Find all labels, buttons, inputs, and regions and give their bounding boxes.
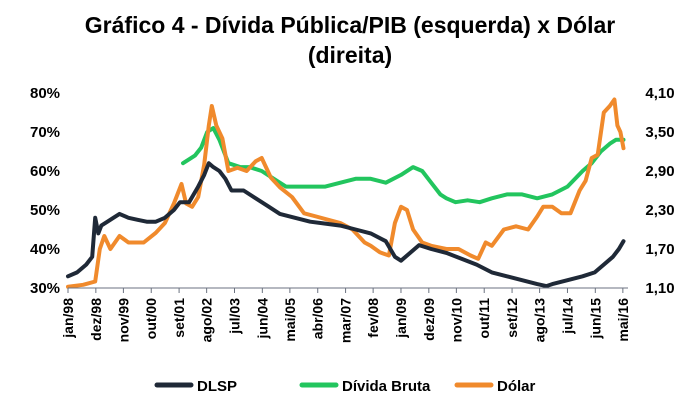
plot-lines xyxy=(66,97,626,289)
left-tick-label: 70% xyxy=(30,124,60,141)
chart-title-line2: (direita) xyxy=(308,42,392,68)
x-tick-label: set/12 xyxy=(504,298,520,338)
x-tick-label: nov/99 xyxy=(115,298,131,343)
x-tick-label: set/01 xyxy=(171,298,187,338)
right-tick-label: 1,10 xyxy=(645,280,674,297)
left-axis-ticks: 30% 40% 50% 60% 70% 80% xyxy=(30,85,60,297)
legend-label: Dívida Bruta xyxy=(342,378,431,395)
legend-item: Dólar xyxy=(454,378,536,395)
series-line-d-vida-bruta xyxy=(181,126,626,205)
right-tick-label: 4,10 xyxy=(645,85,674,102)
x-tick-label: jul/14 xyxy=(560,298,576,335)
x-tick-label: jul/03 xyxy=(227,298,243,335)
x-tick-label: out/00 xyxy=(143,298,159,339)
left-tick-label: 80% xyxy=(30,85,60,102)
right-tick-label: 1,70 xyxy=(645,241,674,258)
x-tick-label: jun/15 xyxy=(587,298,603,340)
x-tick-label: ago/02 xyxy=(199,298,215,343)
right-tick-label: 2,30 xyxy=(645,202,674,219)
right-axis-ticks: 1,10 1,70 2,30 2,90 3,50 4,10 xyxy=(645,85,674,297)
x-tick-label: jun/04 xyxy=(254,298,270,340)
x-tick-label: mai/05 xyxy=(282,298,298,342)
x-tick-label: ago/13 xyxy=(532,298,548,343)
x-tick-label: jan/98 xyxy=(60,298,76,339)
x-tick-label: dez/98 xyxy=(88,298,104,341)
x-tick-label: dez/09 xyxy=(421,298,437,341)
x-axis-ticks: jan/98 dez/98 nov/99 out/00 set/01 ago/02 jul/… xyxy=(60,287,631,343)
x-tick-label: nov/10 xyxy=(448,298,464,343)
right-tick-label: 2,90 xyxy=(645,163,674,180)
legend-label: Dólar xyxy=(497,378,536,395)
x-tick-label: jan/09 xyxy=(393,298,409,339)
x-tick-label: mar/07 xyxy=(338,298,354,343)
series-line-d-lar xyxy=(66,97,626,289)
x-tick-label: fev/08 xyxy=(365,298,381,338)
left-tick-label: 40% xyxy=(30,241,60,258)
left-tick-label: 60% xyxy=(30,163,60,180)
legend: DLSP Dívida Bruta Dólar xyxy=(154,378,536,395)
series-line-dlsp xyxy=(66,161,626,289)
x-tick-label: abr/06 xyxy=(310,298,326,339)
right-tick-label: 3,50 xyxy=(645,124,674,141)
legend-item: Dívida Bruta xyxy=(299,378,431,395)
left-tick-label: 50% xyxy=(30,202,60,219)
legend-item: DLSP xyxy=(154,378,237,395)
chart-title-line1: Gráfico 4 - Dívida Pública/PIB (esquerda… xyxy=(85,12,615,38)
left-tick-label: 30% xyxy=(30,280,60,297)
x-tick-label: out/11 xyxy=(476,298,492,339)
x-tick-label: mai/16 xyxy=(615,298,631,342)
legend-label: DLSP xyxy=(197,378,237,395)
